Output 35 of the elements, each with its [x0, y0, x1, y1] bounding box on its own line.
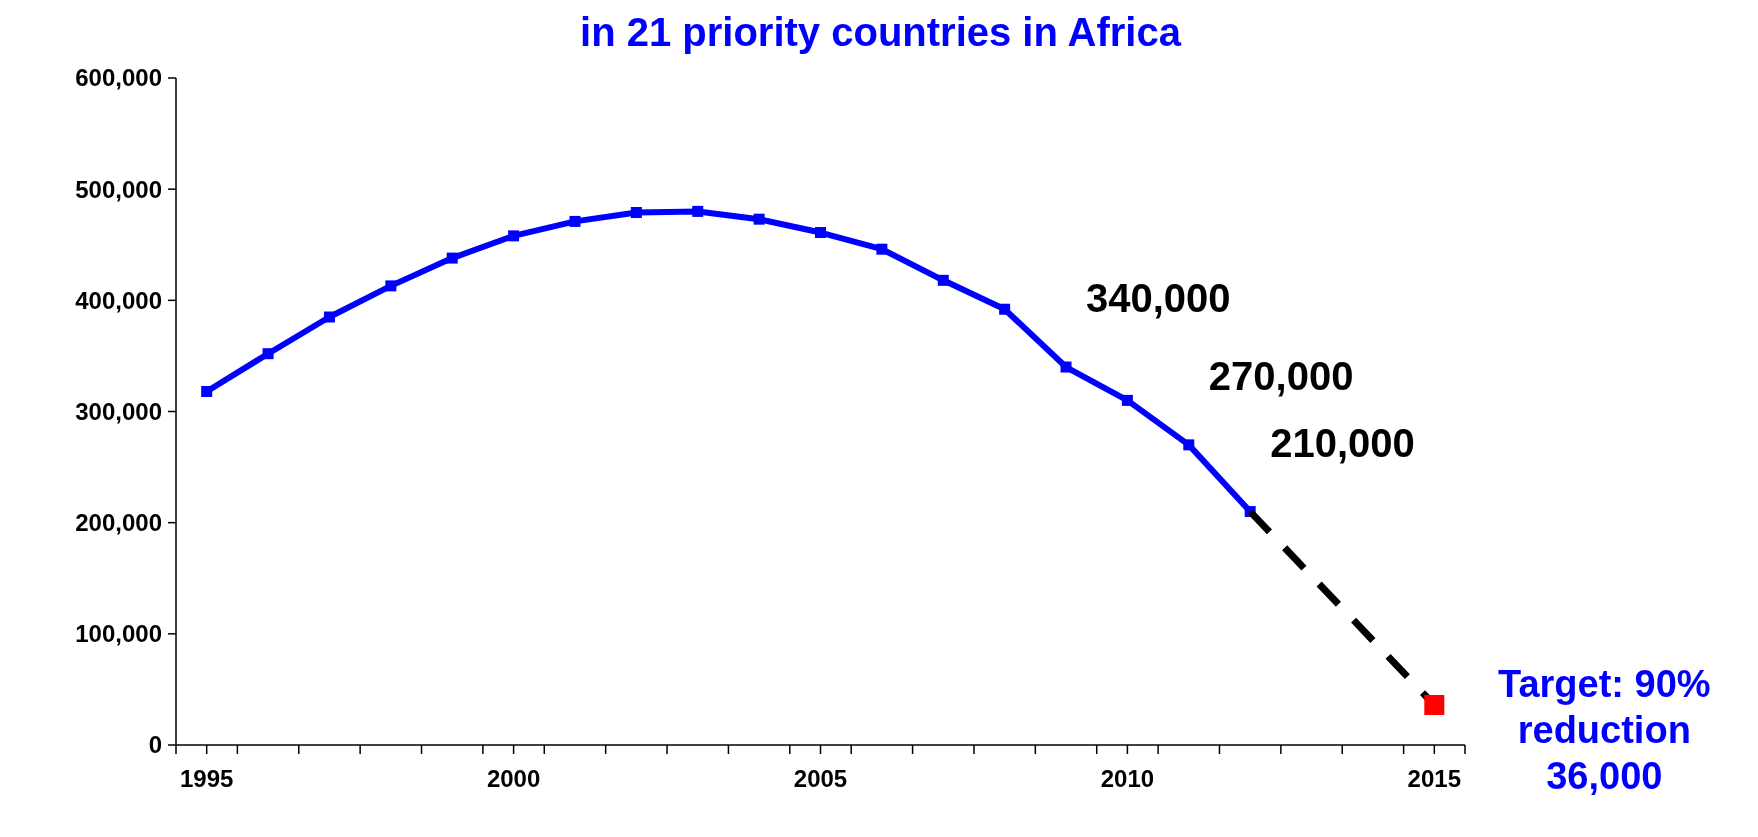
- point: [753, 213, 765, 225]
- point: [1183, 439, 1195, 451]
- y-tick-label: 400,000: [75, 286, 162, 314]
- x-tick-label: 2000: [486, 765, 541, 792]
- x-tick-label: 2010: [1100, 765, 1155, 792]
- y-tick-label: 200,000: [75, 509, 162, 537]
- x-tick-label: 2005: [793, 765, 848, 792]
- point: [876, 243, 888, 255]
- y-tick-label: 600,000: [75, 64, 162, 92]
- y-tick-label: 300,000: [75, 397, 162, 425]
- point: [815, 227, 826, 239]
- point: [1060, 361, 1072, 373]
- point: [508, 230, 520, 242]
- point: [446, 252, 458, 264]
- point: [630, 207, 642, 219]
- point: [692, 205, 704, 217]
- x-tick-label: 2015: [1407, 765, 1461, 792]
- point: [201, 385, 213, 397]
- annotation: 270,000: [1208, 353, 1354, 398]
- x-tick-label: 1995: [180, 765, 234, 792]
- point: [323, 311, 335, 323]
- y-tick-label: 500,000: [75, 175, 162, 203]
- annotation: 210,000: [1270, 420, 1415, 465]
- point: [937, 274, 949, 286]
- point: [385, 280, 397, 292]
- point: [999, 303, 1011, 315]
- annotation: 340,000: [1086, 276, 1231, 321]
- annotation: Target: 90% reduction 36,000: [1498, 662, 1711, 797]
- point: [569, 215, 581, 227]
- y-tick-label: 100,000: [75, 620, 162, 648]
- point: [262, 348, 274, 360]
- point: [1424, 694, 1445, 715]
- point: [1121, 394, 1133, 406]
- chart-title: in 21 priority countries in Africa: [580, 10, 1182, 54]
- y-tick-label: 0: [148, 731, 162, 759]
